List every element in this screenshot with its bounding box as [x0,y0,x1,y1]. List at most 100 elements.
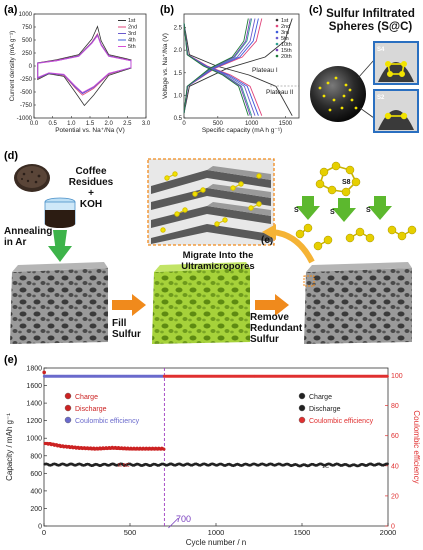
cyc-ytick-label: 800 [30,453,42,460]
gcd-legend-swatch [275,48,279,52]
coffee-residue-dish [14,164,50,192]
s4-label: S4 [377,47,385,53]
gcd-xtick-label: 500 [213,121,224,127]
cyc-xtick-label: 500 [124,528,137,537]
panel-c-title: Sulfur Infiltrated Spheres (S@C) [318,8,423,34]
sulfur-filled-block [152,262,250,344]
coffee-koh-label: Coffee Residues + KOH [56,166,126,210]
cyc-ylabel-right: Coulombic efficiency [412,410,421,483]
cyc-point-1c [386,462,389,466]
cyc-ytick-label: 0 [38,524,42,531]
cv-xtick-label: 3.0 [142,121,151,127]
panel-c-title-line2: Spheres (S@C) [328,21,413,33]
cyc-legend-left-marker [64,404,72,412]
gcd-legend-label: 15th [281,48,292,54]
gcd-legend-swatch [275,42,279,46]
cv-ytick-label: 500 [22,38,33,44]
cv-chart: 0.0 0.5 1.0 1.5 2.0 2.5 3.0 1000 750 500 250 0 -250 -… [9,12,151,134]
final-porous-block [303,262,412,344]
gcd-xtick-label: 1000 [245,121,259,127]
cv-curve-4th [37,34,132,94]
cyc-legend-right-label: Charge [309,394,332,401]
plateau-i-label: Plateau I [252,67,278,74]
porous-carbon-block [10,262,108,344]
cyc-point-first [42,370,46,375]
cv-curve-1st [37,25,132,107]
cyc-xtick-label: 1500 [294,528,311,537]
cyc-xtick-label: 1000 [208,528,225,537]
sulfur-molecules: S8 S S S [294,161,417,251]
cv-legend-label: 2nd [128,25,137,31]
cyc-legend-right-marker [298,416,306,424]
cyc-ytick-label: 1800 [26,366,42,373]
migrate-line2: Ultramicropores [181,261,255,272]
panel-c-title-line1: Sulfur Infiltrated [326,8,415,20]
gcd-legend-label: 20th [281,54,292,60]
gcd-legend-label: 5th [281,36,289,42]
remove-sulfur-arrow [255,294,289,316]
sulfur-sphere-illustration: S4 S2 [310,41,419,133]
rate-05c-label: 0.5C [118,463,130,469]
panel-d-label: (d) [4,150,19,162]
cv-xlabel: Potential vs. Na⁺/Na (V) [55,127,125,134]
coffee-line3: KOH [79,199,103,210]
cyc-xtick-label: 0 [42,528,46,537]
inset-e-label: (e) [261,235,274,246]
cv-ytick-label: 0 [29,64,33,70]
annealing-crucible [44,197,76,262]
cyc-legend-right-label: Discharge [309,406,341,413]
s2-label: S2 [377,95,385,101]
gcd-legend-swatch [275,24,279,28]
cv-legend-label: 3rd [128,31,136,37]
remove-line2: Redundant [250,323,303,334]
cv-ylabel: Current density (mA g⁻¹) [9,31,16,102]
s-label-2: S [330,209,335,216]
cv-xtick-label: 0.5 [48,121,57,127]
rate-1c-label: 1C [322,464,329,470]
cv-ytick-label: 750 [22,25,33,31]
cv-legend-label: 1st [128,18,136,24]
gcd-ytick-label: 1.5 [174,71,183,77]
cyc-ytick-right-label: 80 [391,403,399,410]
panel-b-label: (b) [160,4,175,16]
cv-legend-label: 5th [128,44,136,50]
cyc-ytick-right-label: 100 [391,373,403,380]
cv-curve-2nd [37,32,132,96]
migrate-line1: Migrate Into the [182,250,254,261]
cyc-legend-right-marker [298,404,306,412]
gcd-legend-swatch [275,18,279,22]
gcd-legend-label: 10th [281,42,292,48]
panel-e-label: (e) [4,354,18,366]
panel-c-label: (c) [309,4,323,16]
cyc-xlabel: Cycle number / n [186,538,246,547]
cyc-ytick-label: 400 [30,488,42,495]
migrate-label: Migrate Into the Ultramicropores [168,250,268,272]
cyc-ytick-label: 1400 [26,401,42,408]
cyc-ytick-right-label: 60 [391,433,399,440]
s8-label: S8 [342,179,351,186]
zoom-arrow [262,224,315,264]
cyc-legend-left-label: Discharge [75,406,107,413]
gcd-charge-1st [183,18,293,114]
cyc-legend-left-marker [64,416,72,424]
gcd-charge-2nd [183,18,263,114]
gcd-legend-swatch [275,54,279,58]
cv-ytick-label: -750 [20,103,33,109]
cyc-ce-1c [385,374,389,378]
cyc-point-05c [162,447,166,451]
cyc-ytick-label: 1600 [26,383,42,390]
cyc-ytick-label: 600 [30,471,42,478]
gcd-xtick-label: 0 [182,121,186,127]
cyc-divider-pointer [168,517,179,529]
gcd-discharge-1st [183,22,293,116]
s-label-3: S [366,207,371,214]
fill-sulfur-label: Fill Sulfur [112,318,141,340]
gcd-ytick-label: 2.0 [174,48,183,54]
cv-xtick-label: 2.5 [123,121,132,127]
cycling-chart: 0 500 1000 1500 2000020040060080010001200140… [5,366,421,548]
cv-curve-3rd [37,33,132,95]
cyc-ytick-right-label: 40 [391,463,399,470]
micropore-inset [147,158,275,246]
cyc-legend-right-marker [298,392,306,400]
cv-ytick-label: 250 [22,51,33,57]
